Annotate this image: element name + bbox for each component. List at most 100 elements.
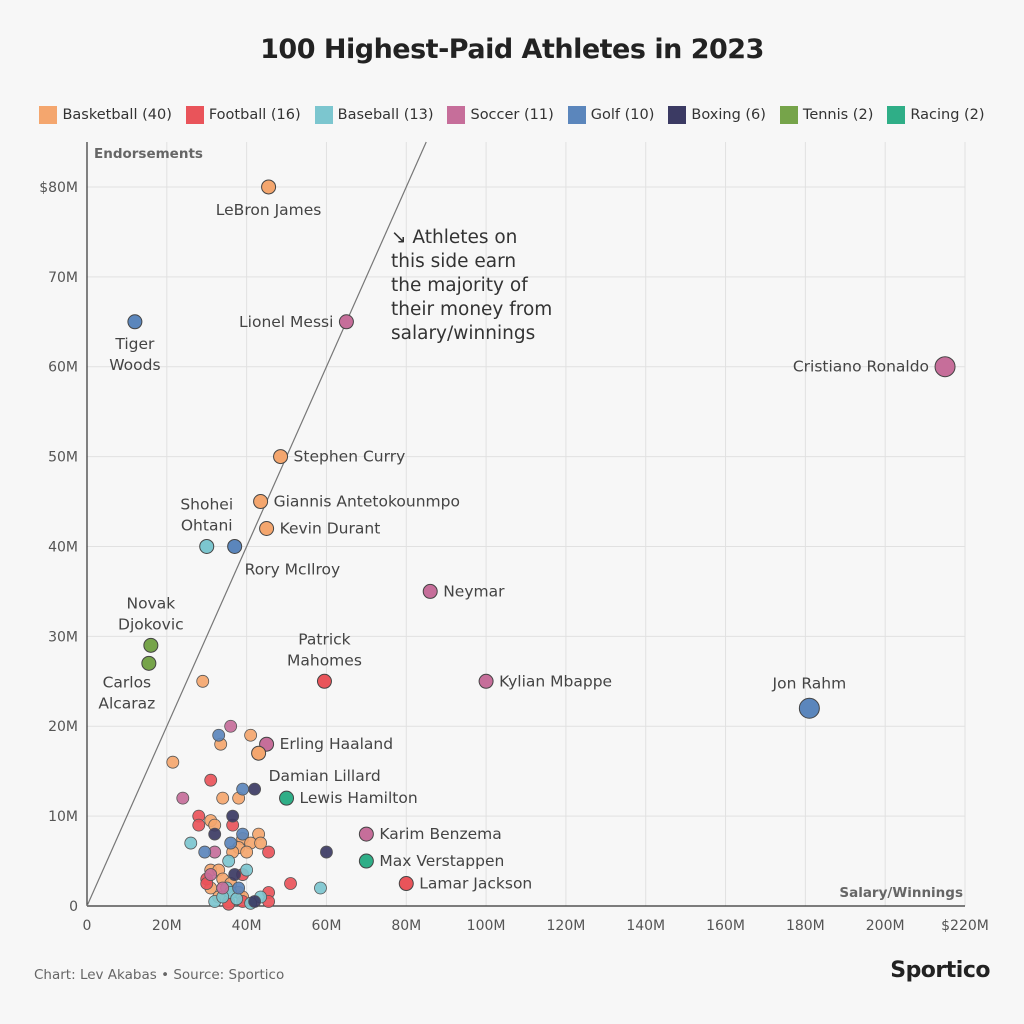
point-label-novak-djokovic-2: Djokovic — [118, 615, 184, 633]
point-label-karim-benzema: Karim Benzema — [379, 825, 501, 843]
data-point-soccer — [216, 881, 230, 895]
annotation-line: ↘ Athletes on — [391, 227, 517, 248]
x-tick-label: 140M — [626, 918, 665, 934]
data-point-baseball — [314, 881, 327, 895]
point-label-kylian-mbappe: Kylian Mbappe — [499, 672, 612, 690]
legend-label-racing: Racing (2) — [910, 107, 985, 123]
data-point-lewis-hamilton — [279, 790, 295, 806]
legend-item-boxing: Boxing (6) — [668, 106, 766, 124]
point-label-giannis-antetokounmpo: Giannis Antetokounmpo — [274, 493, 460, 511]
data-point-soccer — [204, 868, 218, 881]
y-tick-label: $80M — [39, 180, 78, 196]
data-point-lamar-jackson — [398, 876, 414, 892]
point-label-shohei-ohtani-2: Ohtani — [181, 516, 233, 534]
legend-item-baseball: Baseball (13) — [314, 106, 433, 124]
data-point-novak-djokovic — [143, 637, 159, 653]
data-point-jon-rahm — [798, 697, 820, 719]
data-point-boxing — [208, 827, 222, 841]
x-tick-label: 60M — [312, 918, 342, 934]
data-point-soccer — [224, 719, 238, 733]
x-tick-label: 200M — [866, 918, 905, 934]
annotation-line: this side earn — [391, 251, 516, 272]
x-tick-label: $220M — [941, 918, 989, 934]
data-point-basketball — [216, 791, 230, 805]
point-label-carlos-alcaraz: Carlos — [103, 673, 152, 691]
x-tick-label: 120M — [547, 918, 586, 934]
point-label-tiger-woods-2: Woods — [109, 356, 160, 374]
legend-item-soccer: Soccer (11) — [447, 106, 554, 124]
legend-swatch-boxing — [668, 106, 687, 124]
y-tick-label: 50M — [48, 450, 78, 466]
point-label-stephen-curry: Stephen Curry — [294, 448, 406, 466]
data-point-lebron-james — [261, 179, 277, 195]
data-point-football — [284, 877, 297, 890]
annotation-line: salary/winnings — [391, 323, 535, 344]
legend-item-racing: Racing (2) — [887, 106, 985, 124]
point-label-rory-mcilroy: Rory McIlroy — [245, 560, 341, 578]
data-point-basketball — [244, 728, 258, 742]
y-tick-label: 30M — [48, 629, 78, 645]
point-label-shohei-ohtani: Shohei — [180, 495, 233, 513]
legend-swatch-golf — [567, 106, 586, 124]
y-tick-label: 40M — [48, 539, 78, 555]
data-point-cristiano-ronaldo — [934, 356, 956, 378]
data-point-golf — [236, 782, 250, 796]
data-point-boxing — [320, 845, 333, 859]
legend-item-golf: Golf (10) — [567, 106, 654, 124]
data-point-football — [192, 818, 206, 832]
data-point-shohei-ohtani — [199, 538, 215, 554]
legend-swatch-tennis — [779, 106, 798, 124]
data-point-baseball — [240, 863, 254, 877]
annotation-line: their money from — [391, 299, 552, 320]
point-label-lamar-jackson: Lamar Jackson — [419, 875, 532, 893]
data-point-soccer — [176, 791, 190, 805]
reference-line — [86, 141, 427, 907]
legend-label-tennis: Tennis (2) — [802, 107, 874, 123]
legend-swatch-baseball — [314, 106, 333, 124]
axes: 0 20M 40M 60M 80M 100M 120M 140M 160M 180M 200M $22… — [39, 142, 989, 934]
data-point-boxing — [248, 782, 262, 796]
data-point-boxing — [248, 895, 262, 908]
point-label-carlos-alcaraz-2: Alcaraz — [98, 694, 155, 712]
chart-title: 100 Highest-Paid Athletes in 2023 — [260, 34, 764, 65]
point-label-lionel-messi: Lionel Messi — [239, 313, 333, 331]
data-point-carlos-alcaraz — [141, 655, 157, 671]
data-point-baseball — [222, 854, 236, 868]
x-axis-title: Salary/Winnings — [839, 885, 963, 901]
data-point-basketball — [240, 845, 254, 859]
point-label-patrick-mahomes-2: Mahomes — [287, 651, 362, 669]
y-tick-label: 0 — [69, 899, 78, 915]
point-label-neymar: Neymar — [443, 582, 505, 600]
x-tick-label: 20M — [152, 918, 182, 934]
point-label-damian-lillard: Damian Lillard — [269, 767, 381, 785]
x-tick-label: 80M — [391, 918, 421, 934]
data-point-golf — [212, 728, 226, 742]
legend-swatch-soccer — [447, 106, 466, 124]
point-labels: LeBron James Tiger Woods Lionel Messi Cristi… — [98, 201, 929, 893]
data-point-giannis-antetokounmpo — [253, 494, 269, 510]
data-point-tiger-woods — [127, 314, 143, 330]
x-tick-label: 40M — [232, 918, 262, 934]
legend-label-boxing: Boxing (6) — [691, 107, 766, 123]
legend-item-basketball: Basketball (40) — [39, 106, 172, 124]
point-label-cristiano-ronaldo: Cristiano Ronaldo — [793, 358, 929, 376]
data-point-football — [262, 845, 275, 859]
source-credit: Chart: Lev Akabas • Source: Sportico — [34, 967, 285, 983]
data-point-golf — [236, 827, 250, 841]
x-tick-label: 100M — [467, 918, 506, 934]
legend-label-football: Football (16) — [208, 107, 301, 123]
point-label-novak-djokovic: Novak — [126, 594, 175, 612]
data-point-damian-lillard — [251, 745, 267, 761]
data-point-golf — [198, 845, 212, 859]
data-point-neymar — [422, 583, 438, 599]
data-points — [127, 179, 956, 911]
point-label-max-verstappen: Max Verstappen — [379, 852, 504, 870]
data-point-boxing — [228, 868, 242, 881]
data-point-basketball — [254, 836, 268, 850]
data-point-karim-benzema — [358, 826, 374, 842]
point-label-jon-rahm: Jon Rahm — [772, 674, 847, 692]
x-tick-label: 160M — [706, 918, 745, 934]
legend-swatch-racing — [887, 106, 906, 124]
point-label-erling-haaland: Erling Haaland — [280, 735, 394, 753]
legend: Basketball (40) Football (16) Baseball (… — [0, 106, 1024, 124]
